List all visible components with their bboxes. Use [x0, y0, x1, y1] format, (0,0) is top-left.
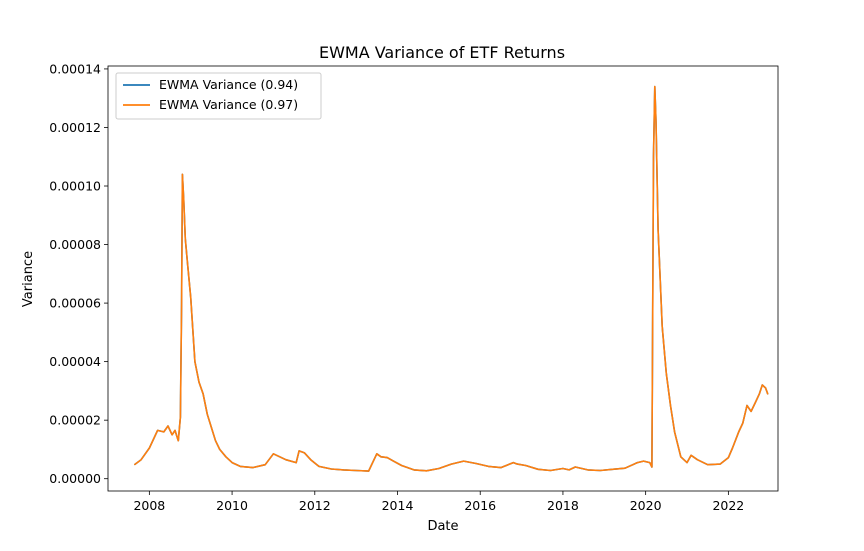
legend-label-ewma-097: EWMA Variance (0.97) — [159, 97, 298, 112]
x-tick-label: 2016 — [464, 498, 496, 513]
x-tick-label: 2020 — [630, 498, 662, 513]
series-layer — [134, 85, 769, 472]
legend: EWMA Variance (0.94) EWMA Variance (0.97… — [115, 72, 322, 120]
series-line-1 — [134, 85, 769, 472]
y-tick-label: 0.00000 — [49, 471, 101, 486]
x-tick-label: 2014 — [382, 498, 414, 513]
x-tick-label: 2010 — [216, 498, 248, 513]
y-tick-label: 0.00004 — [49, 354, 101, 369]
x-tick-label: 2018 — [547, 498, 579, 513]
y-tick-label: 0.00002 — [49, 413, 101, 428]
plot-frame — [107, 65, 779, 492]
y-tick-label: 0.00006 — [49, 296, 101, 311]
y-tick-label: 0.00010 — [49, 179, 101, 194]
x-tick-label: 2012 — [299, 498, 331, 513]
x-axis: 2008 2010 2012 2014 2016 2018 2020 2022 — [133, 491, 744, 513]
legend-frame — [115, 72, 322, 120]
y-tick-label: 0.00012 — [49, 120, 101, 135]
y-axis-title: Variance — [21, 251, 36, 307]
plot-area — [107, 65, 779, 492]
y-axis: 0.00000 0.00002 0.00004 0.00006 0.00008 0.000… — [49, 61, 108, 486]
y-tick-label: 0.00008 — [49, 237, 101, 252]
x-tick-label: 2008 — [133, 498, 165, 513]
x-tick-label: 2022 — [712, 498, 744, 513]
y-tick-label: 0.00014 — [49, 61, 101, 76]
chart-title: EWMA Variance of ETF Returns — [319, 43, 565, 62]
legend-label-ewma-094: EWMA Variance (0.94) — [159, 77, 298, 92]
x-axis-title: Date — [427, 519, 458, 534]
